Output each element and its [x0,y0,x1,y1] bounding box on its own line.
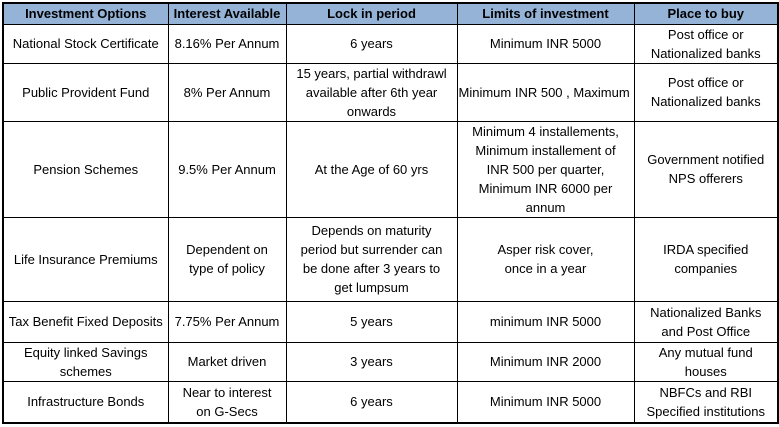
table-row: Infrastructure Bonds Near to interest on… [2,380,779,424]
header-row: Investment Options Interest Available Lo… [2,2,779,25]
cell-interest: 8.16% Per Annum [167,23,287,64]
cell-limits: Minimum 4 installements, Minimum install… [456,120,635,218]
cell-investment-option: Equity linked Savings schemes [2,341,169,382]
cell-investment-option: National Stock Certificate [2,23,169,64]
table-row: Life Insurance Premiums Dependent on typ… [2,216,779,302]
cell-lock-in-period: 3 years [285,341,458,382]
cell-lock-in-period: 6 years [285,380,458,424]
table-row: Equity linked Savings schemes Market dri… [2,341,779,382]
table-row: Tax Benefit Fixed Deposits 7.75% Per Ann… [2,300,779,343]
cell-lock-in-period: Depends on maturity period but surrender… [285,216,458,302]
cell-place-to-buy: NBFCs and RBI Specified institutions [633,380,779,424]
cell-investment-option: Life Insurance Premiums [2,216,169,302]
cell-investment-option: Public Provident Fund [2,62,169,122]
cell-limits: minimum INR 5000 [456,300,635,343]
cell-lock-in-period: 6 years [285,23,458,64]
column-header-investment-options: Investment Options [2,2,169,25]
column-header-interest-available: Interest Available [167,2,287,25]
cell-interest: Market driven [167,341,287,382]
column-header-place-to-buy: Place to buy [633,2,779,25]
cell-investment-option: Pension Schemes [2,120,169,218]
cell-interest: 7.75% Per Annum [167,300,287,343]
cell-interest: Dependent on type of policy [167,216,287,302]
table-row: National Stock Certificate 8.16% Per Ann… [2,23,779,64]
cell-limits: Asper risk cover, once in a year [456,216,635,302]
cell-limits: Minimum INR 5000 [456,23,635,64]
cell-limits: Minimum INR 2000 [456,341,635,382]
table-row: Public Provident Fund 8% Per Annum 15 ye… [2,62,779,122]
cell-investment-option: Tax Benefit Fixed Deposits [2,300,169,343]
column-header-lock-in-period: Lock in period [285,2,458,25]
cell-interest: Near to interest on G-Secs [167,380,287,424]
cell-limits: Minimum INR 5000 [456,380,635,424]
cell-interest: 9.5% Per Annum [167,120,287,218]
cell-investment-option: Infrastructure Bonds [2,380,169,424]
cell-lock-in-period: 15 years, partial withdrawl available af… [285,62,458,122]
column-header-limits-of-investment: Limits of investment [456,2,635,25]
cell-lock-in-period: 5 years [285,300,458,343]
cell-place-to-buy: Government notified NPS offerers [633,120,779,218]
cell-place-to-buy: Post office or Nationalized banks [633,62,779,122]
cell-lock-in-period: At the Age of 60 yrs [285,120,458,218]
cell-place-to-buy: Nationalized Banks and Post Office [633,300,779,343]
table-row: Pension Schemes 9.5% Per Annum At the Ag… [2,120,779,218]
cell-place-to-buy: Any mutual fund houses [633,341,779,382]
cell-interest: 8% Per Annum [167,62,287,122]
cell-limits: Minimum INR 500 , Maximum INR 100000 [456,62,635,122]
cell-place-to-buy: IRDA specified companies [633,216,779,302]
cell-place-to-buy: Post office or Nationalized banks [633,23,779,64]
